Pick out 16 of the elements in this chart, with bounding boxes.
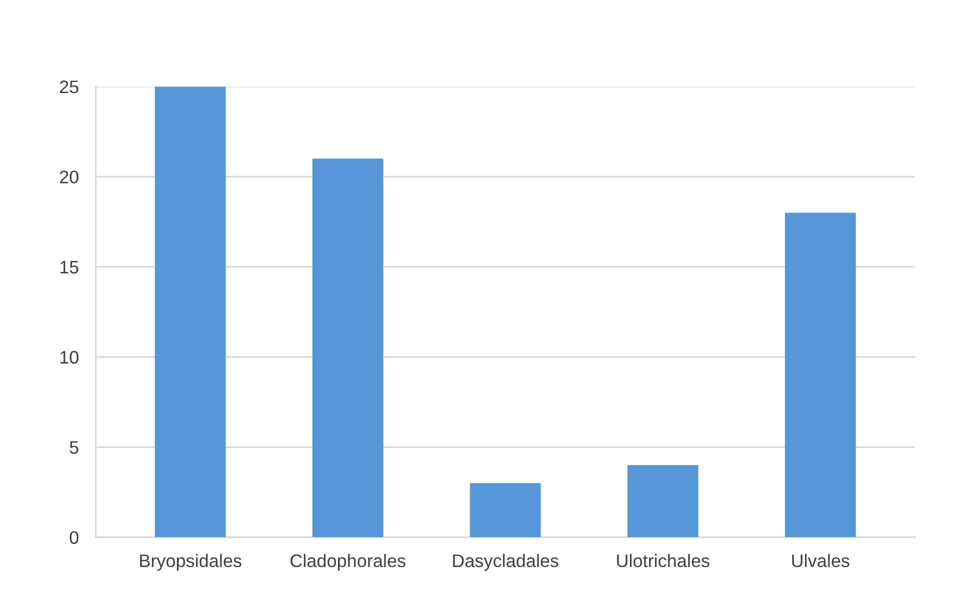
y-tick-label: 25 (60, 80, 78, 94)
y-tick-label: 5 (70, 441, 78, 454)
x-tick-label: Cladophorales (290, 554, 406, 571)
y-tick-label: 20 (60, 170, 78, 184)
bar (784, 212, 856, 538)
bar (154, 86, 226, 538)
bar (312, 158, 384, 538)
y-tick-label: 0 (70, 531, 78, 544)
y-tick-label: 15 (60, 260, 78, 274)
bar (627, 465, 698, 538)
x-tick-label: Ulvales (792, 554, 850, 568)
x-tick-label: Dasycladales (453, 554, 558, 571)
y-tick-label: 10 (60, 350, 78, 364)
bar (470, 483, 541, 538)
x-tick-label: Ulotrichales (617, 554, 710, 568)
x-tick-label: Bryopsidales (140, 554, 242, 571)
